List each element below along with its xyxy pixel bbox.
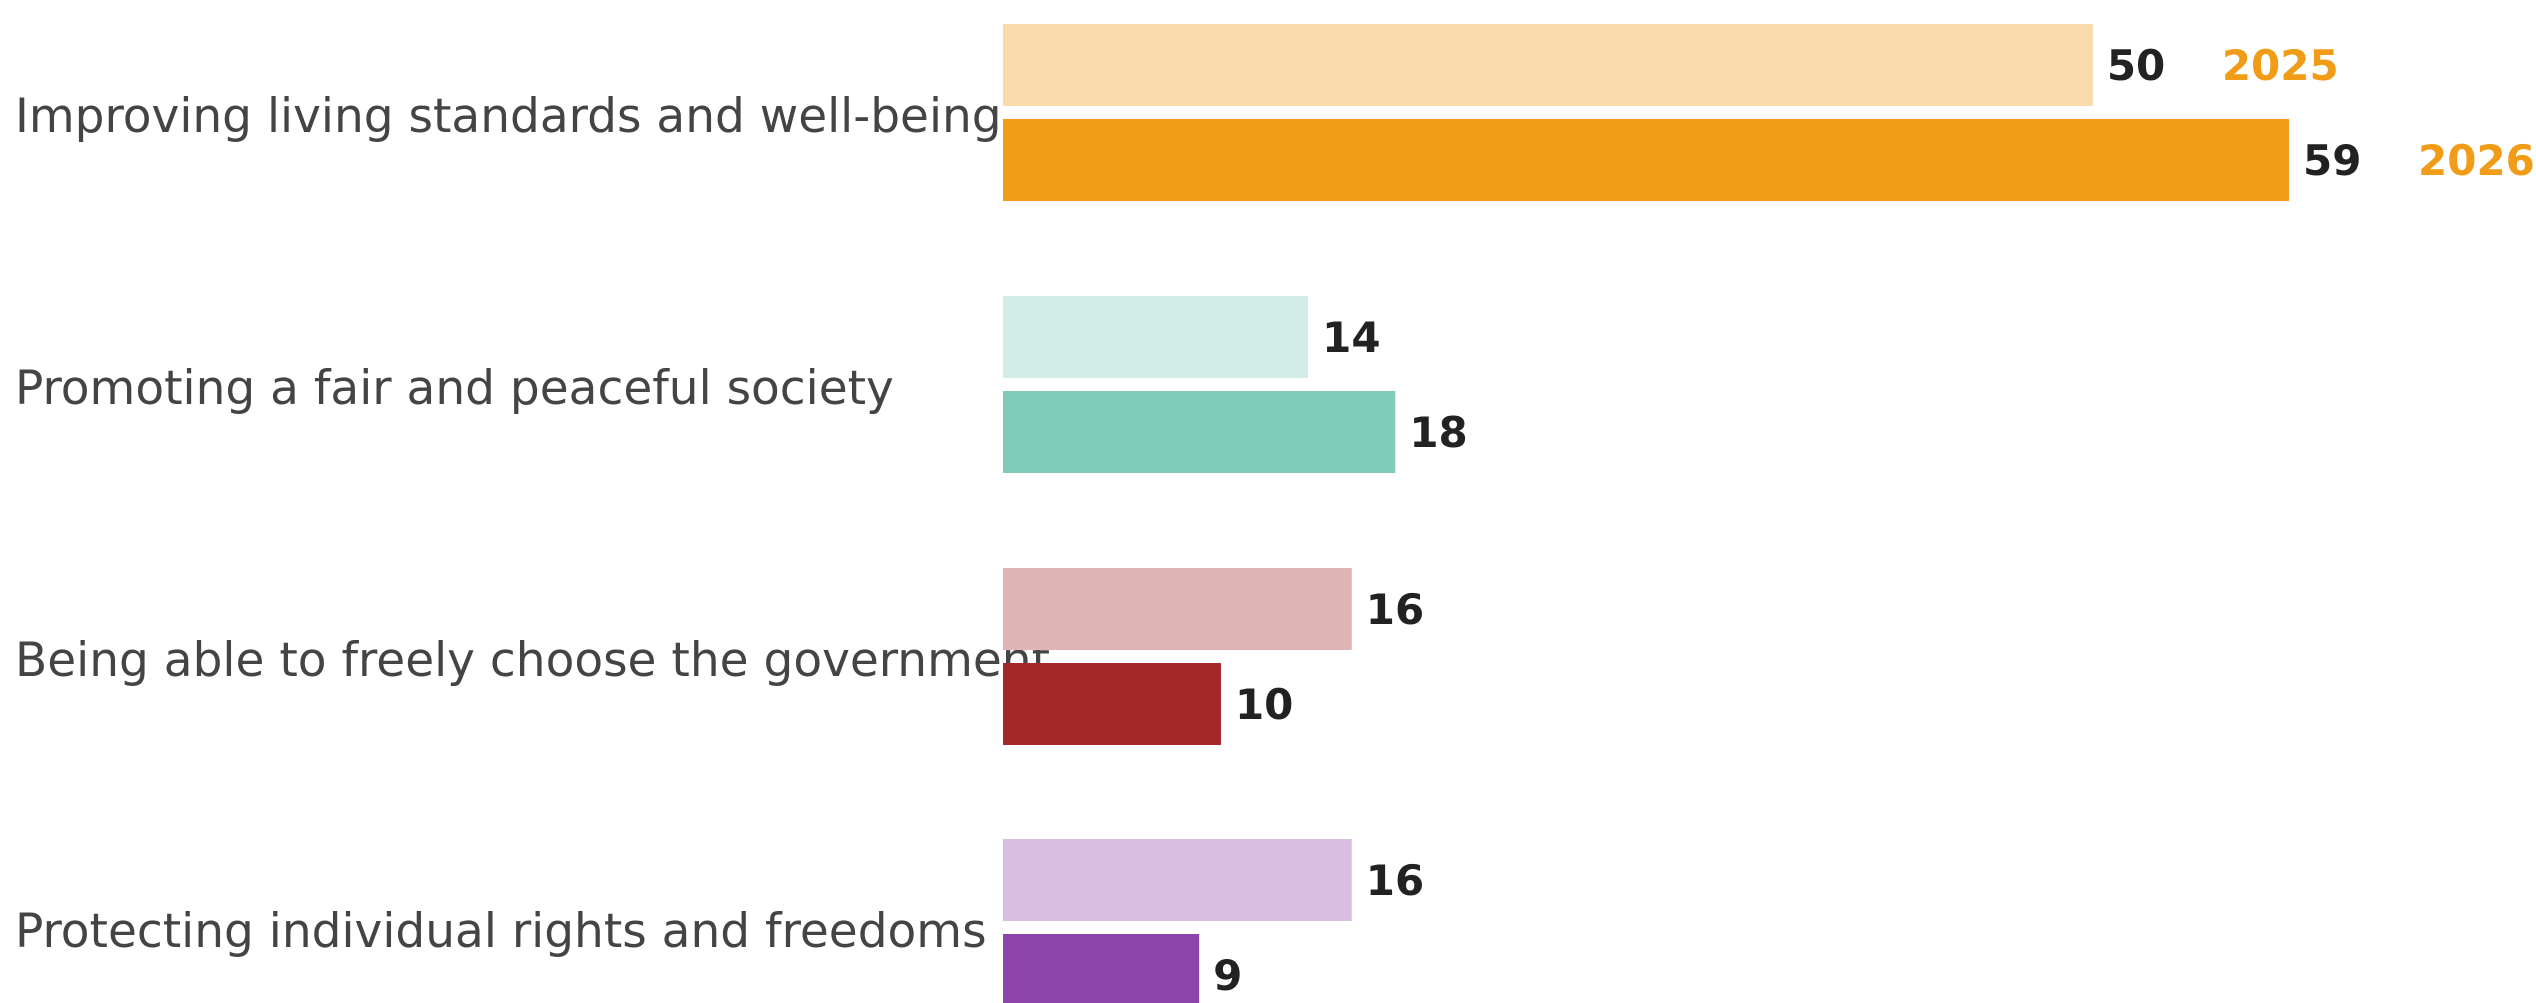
bar-2025 [1003, 839, 1352, 921]
data-label: 50 [2107, 41, 2165, 90]
legend-label-2026: 2026 [2418, 136, 2535, 185]
data-label: 10 [1235, 680, 1293, 729]
data-label: 16 [1366, 585, 1424, 634]
bar-2026 [1003, 934, 1200, 1003]
legend-label-2025: 2025 [2222, 41, 2339, 90]
bar-2026 [1003, 663, 1221, 745]
bar-2025 [1003, 24, 2093, 106]
data-label: 59 [2303, 136, 2361, 185]
data-label: 18 [1409, 408, 1467, 457]
data-label: 14 [1322, 313, 1380, 362]
data-label: 9 [1213, 951, 1242, 1000]
bar-2026 [1003, 391, 1396, 473]
category-label: Improving living standards and well-bein… [15, 89, 1002, 144]
bar-2025 [1003, 568, 1352, 650]
bar-2025 [1003, 296, 1309, 378]
category-label: Being able to freely choose the governme… [15, 633, 1050, 688]
data-label: 16 [1366, 856, 1424, 905]
category-label: Promoting a fair and peaceful society [15, 361, 894, 416]
bar-2026 [1003, 119, 2289, 201]
category-label: Protecting individual rights and freedom… [15, 904, 987, 959]
